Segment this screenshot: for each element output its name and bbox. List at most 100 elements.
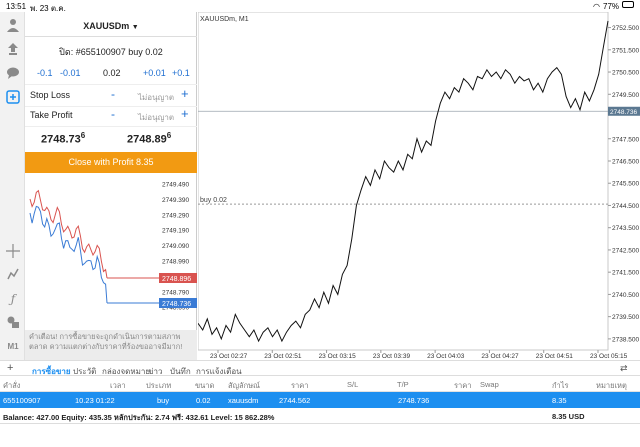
symbol-selector[interactable]: XAUUSDm ▼ [25,21,197,31]
x-tick-label: 23 Oct 05:15 [590,353,628,360]
row-order: 655100907 [3,396,41,405]
volume-minus-0.1-button[interactable]: -0.1 [37,68,53,78]
x-tick-label: 23 Oct 03:39 [373,353,411,360]
tab-history[interactable]: ประวัติ [73,367,97,376]
current-price-tag [608,106,640,116]
y-tick-label: 2751.500 [612,47,639,54]
price-chart[interactable]: XAUUSDm, M1 2752.500 2751.500 2750.500 2749… [197,11,640,360]
col-symbol: สัญลักษณ์ [228,381,261,390]
chat-icon[interactable] [5,66,21,82]
mini-tick-label: 2749.290 [162,212,189,219]
x-tick-label: 23 Oct 02:51 [264,353,302,360]
y-tick-label: 2742.500 [612,247,639,254]
left-toolbar: ƒ M1 [0,12,25,360]
volume-plus-0.1-button[interactable]: +0.1 [172,68,190,78]
price-series-line [197,20,609,343]
y-tick-label: 2746.500 [612,158,639,165]
take-profit-plus-button[interactable]: + [181,106,189,121]
col-current-price: ราคา [454,381,472,390]
chart-canvas: XAUUSDm, M1 2752.500 2751.500 2750.500 2749… [197,11,640,360]
mini-tick-label: 2749.090 [162,243,189,250]
ask-price: 2748.896 [127,131,172,146]
stop-loss-plus-button[interactable]: + [181,86,189,101]
row-time: 10.23 01:22 [75,396,115,405]
add-icon[interactable]: + [7,362,14,374]
col-tp: T/P [397,380,409,389]
objects-icon[interactable] [5,315,21,331]
take-profit-label: Take Profit [30,110,73,120]
col-sl: S/L [347,380,359,389]
mini-ask-tag [159,298,197,308]
tab-trade[interactable]: การซื้อขาย [32,367,71,376]
col-order: คำสั่ง [3,381,21,390]
balance-bar: Balance: 427.00 Equity: 435.35 หลักประกั… [0,408,640,424]
mini-tick-label: 2748.990 [162,259,189,266]
col-profit: กำไร [552,381,569,390]
x-tick-label: 23 Oct 04:03 [427,353,465,360]
col-volume: ขนาด [195,381,215,390]
status-time: 13:51 [6,2,27,11]
close-with-profit-button[interactable]: Close with Profit 8.35 [25,152,197,173]
tab-journal[interactable]: บันทึก [170,367,191,376]
mini-bid-label: 2748.896 [162,276,191,283]
y-tick-label: 2738.500 [612,336,639,343]
table-row[interactable]: 655100907 10.23 01:22 buy 0.02 xauusdm 2… [0,392,640,408]
mini-tick-label: 2748.790 [162,289,189,296]
layout-icon[interactable]: ⇄ [620,363,628,373]
row-volume: 0.02 [196,396,211,405]
trade-icon[interactable] [5,42,21,58]
take-profit-minus-button[interactable]: - [111,107,115,121]
market-warning: คำเตือน! การซื้อขายจะถูกดำเนินการตามสภาพ… [25,330,197,360]
take-profit-input[interactable]: ไม่อนุญาต [138,113,175,122]
stop-loss-minus-button[interactable]: - [111,87,115,101]
tab-news[interactable]: ข่าว [148,367,163,376]
current-price-label: 2748.736 [610,109,637,116]
mini-ask-label: 2748.736 [162,301,191,308]
y-tick-label: 2741.500 [612,270,639,277]
mini-bid-line [29,189,108,279]
table-header: คำสั่ง เวลา ประเภท ขนาด สัญลักษณ์ ราคา S… [0,376,640,392]
y-tick-label: 2744.500 [612,203,639,210]
chevron-down-icon: ▼ [131,24,139,31]
battery-icon [622,1,634,8]
mini-ask-line [29,205,108,304]
order-line-label: buy 0.02 [200,197,227,204]
tab-alerts[interactable]: การแจ้งเตือน [196,367,242,376]
status-bar: 13:51 พ. 23 ต.ค. ◠ 77% [0,0,640,13]
mini-tick-chart: 2749.490 2749.390 2749.290 2749.190 2749.090… [29,182,197,312]
volume-plus-0.01-button[interactable]: +0.01 [143,68,166,78]
volume-value[interactable]: 0.02 [103,68,121,78]
function-icon[interactable]: ƒ [10,292,16,306]
y-tick-label: 2743.500 [612,225,639,232]
row-open-price: 2744.562 [279,396,311,405]
x-tick-label: 23 Oct 03:15 [319,353,357,360]
row-profit: 8.35 [552,396,567,405]
x-tick-label: 23 Oct 04:51 [536,353,574,360]
stop-loss-input[interactable]: ไม่อนุญาต [138,93,175,102]
volume-minus-0.01-button[interactable]: -0.01 [60,68,81,78]
mini-tick-label: 2749.190 [162,228,189,235]
status-date: พ. 23 ต.ค. [30,4,66,13]
indicators-icon[interactable] [5,267,21,283]
row-type: buy [157,396,170,405]
y-tick-label: 2739.500 [612,314,639,321]
order-panel: XAUUSDm ▼ ปิด: #655100907 buy 0.02 -0.1 … [25,12,197,360]
y-tick-label: 2749.500 [612,92,639,99]
timeframe-button[interactable]: M1 [7,342,19,351]
col-swap: Swap [480,380,499,389]
wifi-icon: ◠ [593,2,600,11]
balance-total-profit: 8.35 USD [552,412,585,421]
user-icon[interactable] [5,18,21,34]
y-tick-label: 2740.500 [612,292,639,299]
crosshair-icon[interactable] [5,244,21,260]
col-type: ประเภท [146,381,172,390]
y-tick-label: 2747.500 [612,136,639,143]
status-battery: 77% [603,2,620,11]
new-order-icon[interactable] [5,90,21,106]
col-comment: หมายเหตุ [596,381,627,390]
tab-mailbox[interactable]: กล่องจดหมาย [102,367,151,376]
mini-bid-tag [159,273,197,283]
y-tick-label: 2745.500 [612,181,639,188]
x-tick-label: 23 Oct 04:27 [481,353,519,360]
symbol-name: XAUUSDm [83,21,130,31]
